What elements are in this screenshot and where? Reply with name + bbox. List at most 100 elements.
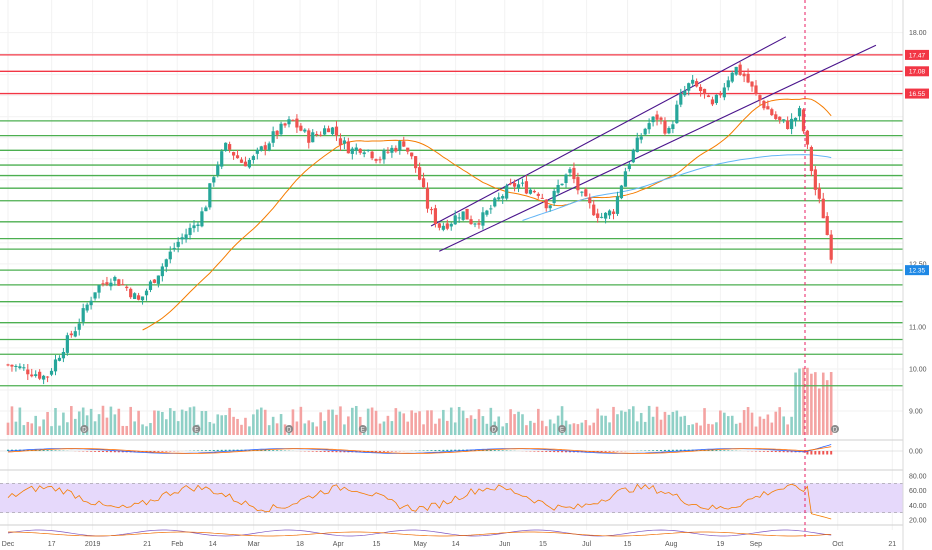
macd-histogram-bar bbox=[331, 451, 334, 453]
volume-bar bbox=[244, 417, 247, 435]
horizontal-lines[interactable] bbox=[0, 54, 903, 387]
macd-histogram-bar bbox=[434, 450, 437, 451]
volume-bar bbox=[216, 414, 220, 435]
volume-bar bbox=[414, 412, 417, 435]
candle-body bbox=[758, 95, 762, 101]
event-marker-label: D bbox=[82, 428, 87, 434]
volume-bar bbox=[378, 423, 382, 435]
candle-body bbox=[742, 73, 746, 77]
macd-histogram-bar bbox=[541, 451, 544, 452]
macd-histogram-bar bbox=[561, 451, 564, 453]
candle-body bbox=[520, 182, 525, 184]
macd-axis-label: 0.00 bbox=[909, 449, 923, 456]
price-tick-label: 12.50 bbox=[909, 261, 927, 268]
candle-body bbox=[746, 73, 750, 83]
candle-body bbox=[706, 95, 711, 98]
macd-histogram-bar bbox=[608, 451, 611, 452]
candle-body bbox=[560, 183, 564, 186]
volume-bar bbox=[628, 409, 631, 435]
macd-histogram-bar bbox=[117, 451, 120, 453]
volume-bar bbox=[786, 424, 789, 435]
last-price-badge-background bbox=[905, 265, 929, 276]
event-marker-circle bbox=[558, 425, 567, 433]
candle-body bbox=[568, 169, 572, 173]
candle-body bbox=[493, 198, 497, 207]
candlesticks[interactable] bbox=[6, 62, 833, 385]
candle-body bbox=[370, 151, 374, 159]
candle-body bbox=[449, 223, 453, 227]
candle-body bbox=[326, 128, 331, 133]
candle-body bbox=[770, 109, 774, 116]
macd-histogram-bar bbox=[656, 450, 659, 451]
volume-bar bbox=[540, 420, 544, 435]
candle-body bbox=[283, 123, 287, 126]
volume-bar bbox=[418, 411, 421, 435]
price-tick-label: 18.00 bbox=[909, 30, 927, 37]
macd-histogram-bar bbox=[774, 451, 777, 453]
candle-body bbox=[509, 183, 513, 185]
candle-body bbox=[231, 152, 236, 156]
time-tick-label: Apr bbox=[333, 541, 345, 548]
candle-body bbox=[125, 286, 129, 289]
macd-histogram-bar bbox=[137, 451, 140, 453]
macd-histogram-bar bbox=[121, 451, 124, 453]
volume-bar bbox=[34, 415, 38, 435]
volume-bar bbox=[758, 416, 762, 435]
macd-histogram-bar bbox=[196, 450, 199, 451]
volume-bar bbox=[406, 421, 410, 435]
event-marker-circle bbox=[192, 425, 201, 433]
candle-body bbox=[362, 152, 366, 155]
volume-bar bbox=[252, 414, 255, 435]
candle-body bbox=[774, 114, 778, 119]
volume-bar bbox=[477, 409, 481, 435]
volume-bar bbox=[746, 407, 750, 435]
volume-bars bbox=[6, 367, 833, 435]
macd-histogram-bar bbox=[7, 449, 9, 451]
macd-histogram-bar bbox=[327, 451, 330, 453]
candle-body bbox=[93, 292, 97, 299]
candle-body bbox=[140, 296, 145, 301]
volume-bar bbox=[339, 406, 342, 435]
candle-body bbox=[710, 99, 715, 105]
macd-histogram-bar bbox=[822, 451, 825, 455]
macd-histogram-bar bbox=[335, 451, 338, 453]
moving-averages bbox=[142, 98, 832, 331]
candle-body bbox=[378, 159, 382, 161]
price-tick-label: 10.00 bbox=[909, 366, 927, 373]
volume-bar bbox=[639, 412, 643, 435]
event-marker-label: E bbox=[194, 428, 198, 434]
candle-body bbox=[639, 136, 643, 140]
volume-bar bbox=[537, 408, 540, 435]
volume-bar bbox=[818, 388, 821, 435]
candle-body bbox=[683, 90, 687, 96]
trend-channel[interactable] bbox=[430, 36, 877, 252]
macd-histogram-bar bbox=[101, 451, 104, 453]
volume-bar bbox=[655, 406, 659, 435]
volume-bar bbox=[576, 424, 580, 435]
volume-bar bbox=[620, 410, 623, 435]
volume-bar bbox=[584, 420, 588, 435]
volume-bar bbox=[766, 414, 770, 435]
candle-body bbox=[77, 323, 81, 330]
volume-bar bbox=[299, 406, 303, 435]
channel-lower-line bbox=[439, 44, 877, 252]
volume-bar bbox=[77, 411, 81, 435]
candle-body bbox=[766, 106, 770, 110]
volume-bar bbox=[829, 372, 833, 435]
candle-body bbox=[6, 364, 10, 366]
macd-histogram-bar bbox=[94, 451, 97, 452]
macd-histogram-bar bbox=[272, 450, 275, 451]
volume-bar bbox=[544, 426, 548, 435]
time-tick-label: 21 bbox=[888, 541, 896, 548]
volume-bar bbox=[552, 423, 556, 435]
candle-body bbox=[402, 141, 406, 147]
candle-body bbox=[97, 285, 101, 293]
volume-bar bbox=[157, 410, 160, 435]
candle-body bbox=[607, 210, 612, 216]
candle-body bbox=[477, 223, 481, 225]
volume-bar bbox=[517, 411, 520, 435]
volume-bar bbox=[236, 418, 239, 435]
candle-body bbox=[69, 333, 73, 336]
